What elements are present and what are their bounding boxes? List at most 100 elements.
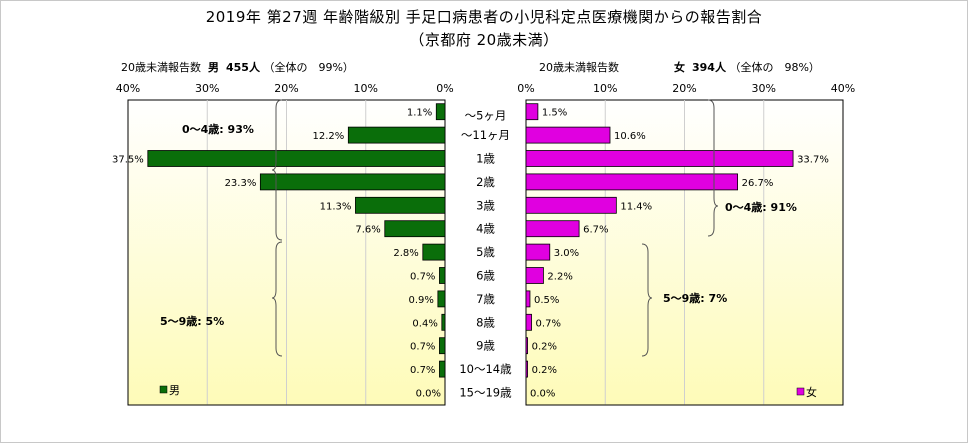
- male-bar: [439, 267, 446, 284]
- male-bar: [259, 173, 446, 191]
- male-bar: [422, 243, 446, 261]
- female-bar: [525, 173, 738, 191]
- age-category-label: 8歳: [476, 315, 495, 329]
- female-value-label: 2.2%: [547, 272, 572, 283]
- left-axis-ticks: 40% 30% 20% 10% 0%: [116, 82, 454, 95]
- male-bars: [147, 103, 446, 378]
- male-bar: [147, 150, 446, 167]
- female-value-label: 11.4%: [620, 201, 652, 212]
- right-axis-ticks: 0% 10% 20% 30% 40%: [517, 82, 855, 95]
- female-bar: [525, 267, 544, 284]
- left-caption-share: （全体の 99%）: [263, 61, 354, 74]
- female-bar: [525, 103, 539, 121]
- male-bar: [347, 126, 446, 144]
- left-bracket-upper-label: 0～4歳: 93%: [182, 122, 254, 136]
- left-caption-prefix: 20歳未満報告数: [121, 61, 201, 74]
- female-bars: [525, 103, 794, 378]
- left-x-tick-label: 30%: [195, 82, 219, 95]
- age-category-label: 10～14歳: [459, 362, 512, 376]
- age-category-label: 15～19歳: [459, 386, 512, 400]
- male-value-label: 0.0%: [416, 389, 441, 400]
- female-bar: [525, 313, 532, 331]
- male-value-label: 0.7%: [410, 272, 435, 283]
- male-value-labels: 1.1% 12.2% 37.5% 23.3% 11.3% 7.6% 2.8% 0.7% 0.9%…: [112, 108, 441, 400]
- right-x-tick-label: 10%: [593, 82, 617, 95]
- right-bracket-lower-label: 5～9歳: 7%: [663, 291, 727, 305]
- age-category-label: 6歳: [476, 269, 495, 283]
- chart-subtitle: （京都府 20歳未満）: [409, 31, 559, 49]
- female-value-label: 3.0%: [554, 248, 579, 259]
- male-bar: [441, 313, 446, 331]
- male-value-label: 12.2%: [313, 131, 345, 142]
- male-value-label: 11.3%: [320, 201, 352, 212]
- age-category-label: 2歳: [476, 175, 495, 189]
- left-upper-bracket: [271, 99, 283, 241]
- male-legend-swatch: [159, 385, 168, 394]
- left-x-tick-label: 20%: [274, 82, 298, 95]
- male-bar: [355, 196, 446, 214]
- female-bar: [525, 243, 551, 261]
- female-bar: [525, 126, 611, 144]
- age-category-labels: ～5ヶ月 ～11ヶ月 1歳 2歳 3歳 4歳 5歳 6歳 7歳 8歳 9歳 10～14歳 15～19歳: [459, 109, 512, 400]
- female-bar: [525, 196, 617, 214]
- left-x-tick-label: 0%: [436, 82, 453, 95]
- age-category-label: 1歳: [476, 152, 495, 166]
- age-category-label: ～11ヶ月: [461, 128, 510, 142]
- female-value-label: 0.2%: [532, 365, 557, 376]
- right-lower-bracket: [641, 243, 653, 357]
- right-x-tick-label: 30%: [752, 82, 776, 95]
- male-bar: [439, 360, 446, 378]
- right-caption: 20歳未満報告数 女 394人 （全体の 98%）: [539, 59, 820, 75]
- female-legend-swatch: [796, 387, 805, 396]
- female-value-label: 10.6%: [614, 131, 646, 142]
- right-caption-prefix: 20歳未満報告数: [539, 61, 619, 74]
- left-lower-bracket: [271, 241, 283, 357]
- age-category-label: 5歳: [476, 245, 495, 259]
- female-value-label: 6.7%: [583, 225, 608, 236]
- male-bar: [437, 290, 446, 308]
- male-value-label: 23.3%: [225, 178, 257, 189]
- male-value-label: 0.9%: [408, 295, 433, 306]
- male-bar: [384, 220, 446, 238]
- male-value-label: 0.4%: [412, 318, 437, 329]
- male-bar: [439, 337, 446, 355]
- female-bar: [525, 150, 794, 167]
- male-value-label: 0.7%: [410, 342, 435, 353]
- female-value-label: 0.0%: [530, 389, 555, 400]
- age-category-label: 3歳: [476, 198, 495, 212]
- age-category-label: 4歳: [476, 222, 495, 236]
- chart-title: 2019年 第27週 年齢階級別 手足口病患者の小児科定点医療機関からの報告割合: [205, 8, 763, 26]
- left-caption-count: 455人: [226, 61, 260, 74]
- age-category-label: ～5ヶ月: [465, 109, 507, 123]
- left-caption-sex: 男: [208, 61, 219, 74]
- male-value-label: 1.1%: [407, 108, 432, 119]
- female-value-labels: 1.5% 10.6% 33.7% 26.7% 11.4% 6.7% 3.0% 2.2% 0.5%…: [530, 108, 829, 400]
- female-bar: [525, 290, 531, 308]
- female-value-label: 26.7%: [742, 178, 774, 189]
- female-bar: [525, 220, 580, 238]
- female-value-label: 0.7%: [536, 318, 561, 329]
- male-value-label: 37.5%: [112, 155, 144, 166]
- left-x-tick-label: 40%: [116, 82, 140, 95]
- left-bracket-lower-label: 5～9歳: 5%: [160, 314, 224, 328]
- right-upper-bracket: [707, 99, 719, 237]
- female-legend-label: 女: [806, 385, 817, 399]
- female-bar: [525, 360, 528, 378]
- female-value-label: 1.5%: [542, 108, 567, 119]
- left-x-tick-label: 10%: [354, 82, 378, 95]
- right-bracket-upper-label: 0～4歳: 91%: [725, 200, 797, 214]
- right-caption-sex: 女: [674, 61, 685, 74]
- age-category-label: 7歳: [476, 292, 495, 306]
- female-value-label: 0.2%: [532, 342, 557, 353]
- male-legend-label: 男: [169, 384, 180, 397]
- right-x-tick-label: 40%: [831, 82, 855, 95]
- male-value-label: 2.8%: [393, 248, 418, 259]
- female-value-label: 0.5%: [534, 295, 559, 306]
- right-x-tick-label: 0%: [517, 82, 534, 95]
- male-value-label: 7.6%: [355, 225, 380, 236]
- female-value-label: 33.7%: [797, 155, 829, 166]
- right-caption-share: （全体の 98%）: [729, 61, 820, 74]
- right-caption-count: 394人: [692, 61, 726, 74]
- male-value-label: 0.7%: [410, 365, 435, 376]
